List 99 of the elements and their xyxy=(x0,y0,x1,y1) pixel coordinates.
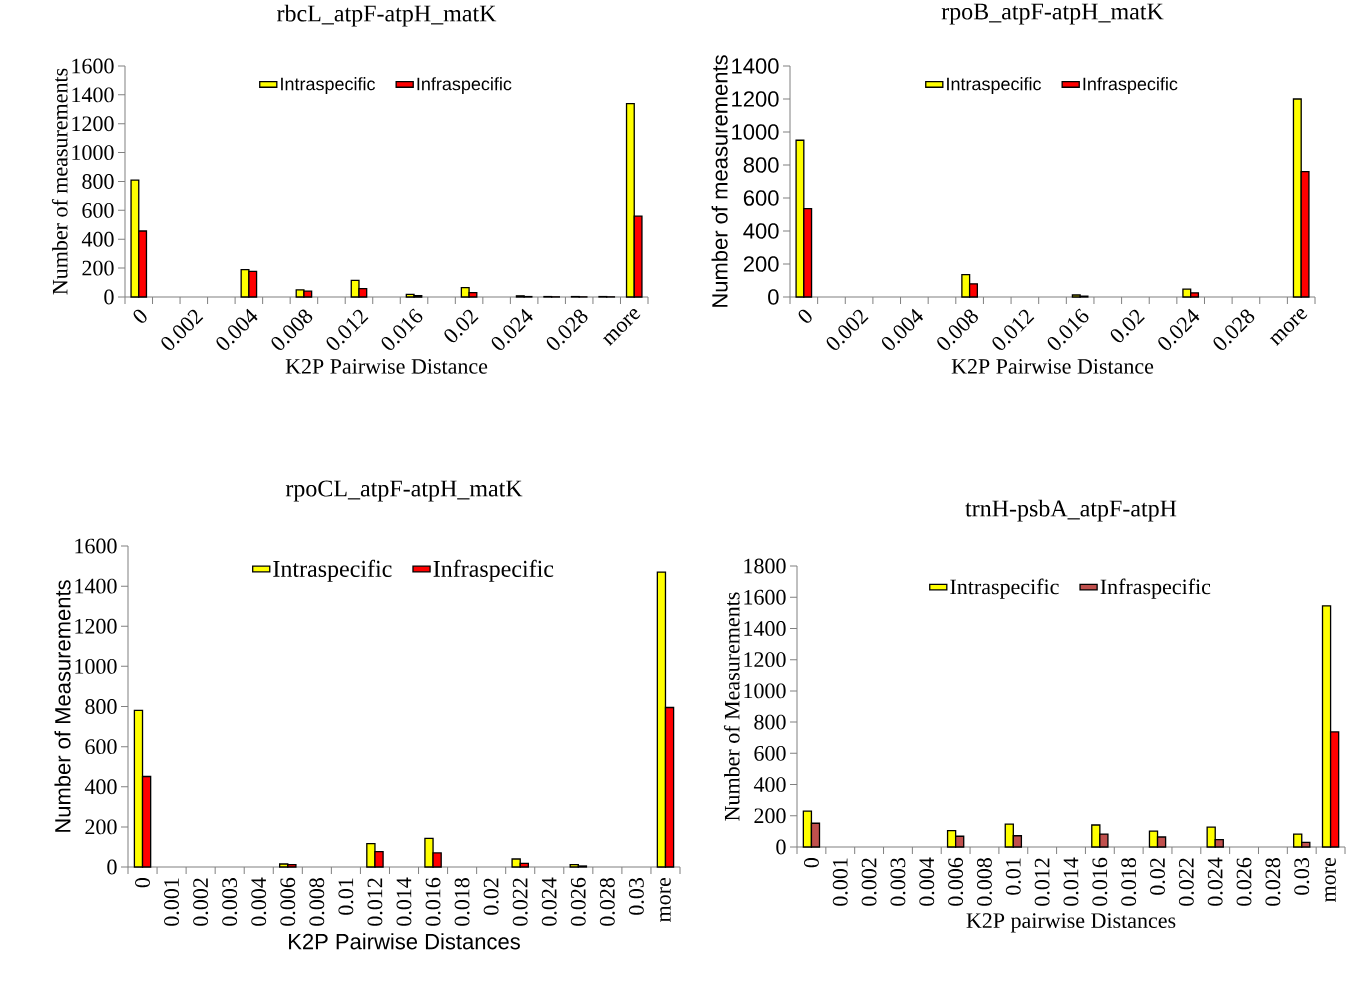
chart-title: trnH-psbA_atpF-atpH xyxy=(965,499,1177,522)
y-tick-label: 600 xyxy=(754,745,786,761)
y-tick-label: 1400 xyxy=(744,621,786,636)
x-tick-label: 0.024 xyxy=(541,877,557,926)
y-axis-title: Number of Measurements xyxy=(723,592,740,821)
chart-title: rpoB_atpF-atpH_matK xyxy=(941,3,1164,25)
x-tick-label: 0.002 xyxy=(861,858,877,906)
x-tick-label: 0.026 xyxy=(570,877,586,926)
y-tick-label: 400 xyxy=(743,223,779,239)
y-tick-label: 1600 xyxy=(75,538,117,554)
x-tick-label: 0.01 xyxy=(338,878,354,915)
y-tick-label: 1000 xyxy=(732,124,779,140)
x-tick-label: 0.02 xyxy=(1150,858,1166,895)
x-tick-label: more xyxy=(660,877,671,922)
y-tick-label: 1600 xyxy=(744,589,786,605)
y-tick-label: 800 xyxy=(743,157,779,173)
y-tick-label: 1200 xyxy=(72,116,114,132)
x-tick-label: 0.03 xyxy=(1294,858,1310,895)
x-tick-label: 0.006 xyxy=(280,877,296,926)
y-axis-title: Number of Measurements xyxy=(54,580,71,832)
x-tick-label: 0.03 xyxy=(628,878,644,915)
x-tick-label: 0.01 xyxy=(1005,858,1021,895)
y-tick-label: 1000 xyxy=(75,658,117,674)
x-tick-label: more xyxy=(1325,857,1336,902)
y-tick-label: 1800 xyxy=(744,558,786,574)
legend-label: Infraspecific xyxy=(433,559,554,582)
y-tick-label: 200 xyxy=(85,819,117,835)
y-tick-label: 200 xyxy=(754,808,786,824)
x-tick-label: 0.024 xyxy=(1207,857,1223,906)
y-tick-label: 1200 xyxy=(732,91,779,107)
y-tick-label: 0 xyxy=(776,839,786,855)
x-tick-label: 0.016 xyxy=(425,877,441,926)
y-tick-label: 800 xyxy=(82,174,114,189)
legend-label: Infraspecific xyxy=(417,77,512,94)
x-tick-label: 0.018 xyxy=(454,878,470,926)
x-tick-label: 0.018 xyxy=(1121,858,1137,906)
chart-title: rbcL_atpF-atpH_matK xyxy=(277,4,497,27)
x-tick-label: 0.02 xyxy=(444,309,479,343)
x-tick-label: 0.008 xyxy=(977,858,992,906)
y-tick-label: 1200 xyxy=(744,652,786,668)
x-tick-label: 0.014 xyxy=(1063,857,1079,906)
y-tick-label: 1400 xyxy=(72,87,114,103)
legend-label: Intraspecific xyxy=(273,559,392,582)
y-tick-label: 1000 xyxy=(744,683,786,699)
legend-label: Infraspecific xyxy=(1100,578,1211,599)
x-tick-label: 0.014 xyxy=(396,877,412,926)
x-tick-label: 0 xyxy=(798,309,812,323)
legend-label: Intraspecific xyxy=(950,578,1059,599)
x-tick-label: 0.012 xyxy=(1034,858,1050,906)
y-tick-label: 800 xyxy=(754,714,786,730)
y-tick-label: 1000 xyxy=(72,145,114,161)
y-tick-label: 1600 xyxy=(72,58,114,74)
x-tick-label: 0.022 xyxy=(512,878,528,926)
x-tick-label: 0 xyxy=(804,858,819,868)
y-tick-label: 1400 xyxy=(75,578,117,594)
x-tick-label: 0.006 xyxy=(948,857,964,906)
x-axis-title: K2P Pairwise Distance xyxy=(285,359,488,374)
y-tick-label: 400 xyxy=(84,779,117,795)
x-tick-label: 0.022 xyxy=(1178,858,1194,906)
x-axis-title: K2P Pairwise Distance xyxy=(951,359,1154,374)
x-axis-title: K2P pairwise Distances xyxy=(966,913,1176,933)
y-tick-label: 1200 xyxy=(75,618,117,634)
legend-label: Infraspecific xyxy=(1083,77,1178,94)
x-tick-label: 0.004 xyxy=(919,857,935,906)
y-tick-label: 400 xyxy=(753,777,786,792)
y-tick-label: 0 xyxy=(104,289,114,305)
x-tick-label: 0.012 xyxy=(367,878,383,926)
chart-title: rpoCL_atpF-atpH_matK xyxy=(285,480,523,502)
x-tick-label: more xyxy=(1269,309,1308,347)
y-tick-label: 600 xyxy=(85,739,117,755)
legend-label: Intraspecific xyxy=(947,77,1042,94)
y-tick-label: 600 xyxy=(743,190,779,206)
legend-label: Intraspecific xyxy=(281,77,376,94)
x-tick-label: more xyxy=(602,309,641,347)
x-tick-label: 0.028 xyxy=(599,878,615,926)
y-tick-label: 200 xyxy=(82,260,114,276)
x-tick-label: 0.02 xyxy=(483,878,499,915)
x-tick-label: 0 xyxy=(133,309,147,323)
x-tick-label: 0 xyxy=(135,878,150,888)
x-tick-label: 0.001 xyxy=(832,858,848,906)
x-tick-label: 0.028 xyxy=(1265,858,1281,906)
y-axis-title: Number of measurements xyxy=(711,55,728,307)
x-tick-label: 0.001 xyxy=(164,878,180,926)
x-tick-label: 0.026 xyxy=(1236,857,1252,906)
y-tick-label: 600 xyxy=(82,202,114,218)
x-tick-label: 0.016 xyxy=(1092,857,1108,906)
x-tick-label: 0.002 xyxy=(193,878,209,926)
y-tick-label: 200 xyxy=(743,256,779,272)
y-tick-label: 400 xyxy=(81,231,114,247)
x-tick-label: 0.008 xyxy=(309,878,325,926)
x-tick-label: 0.003 xyxy=(890,858,906,906)
x-tick-label: 0.004 xyxy=(251,877,267,926)
x-axis-title: K2P Pairwise Distances xyxy=(289,933,520,950)
y-tick-label: 1400 xyxy=(732,58,779,74)
y-tick-label: 800 xyxy=(85,699,117,714)
x-tick-label: 0.003 xyxy=(222,878,238,926)
y-tick-label: 0 xyxy=(768,289,779,305)
y-axis-title: Number of measurements xyxy=(51,68,68,295)
x-tick-label: 0.02 xyxy=(1110,309,1145,343)
